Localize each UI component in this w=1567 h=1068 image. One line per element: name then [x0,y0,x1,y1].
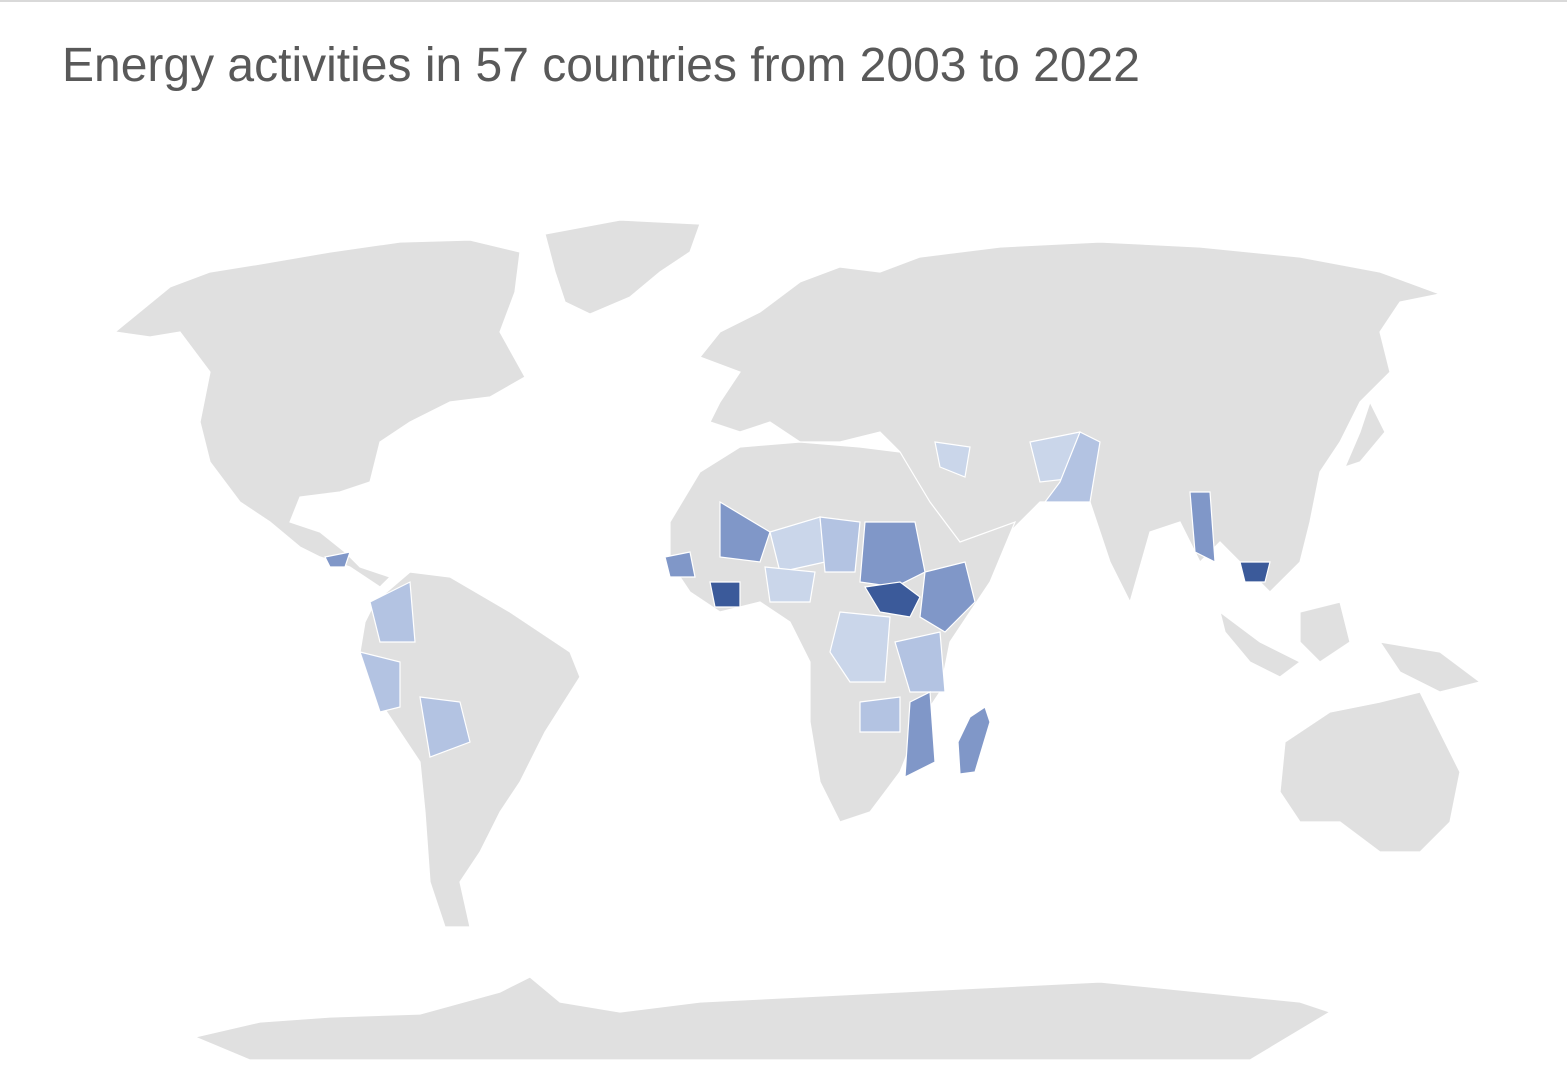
region [904,691,936,779]
map-title: Energy activities in 57 countries from 2… [62,39,1140,92]
region [859,696,901,733]
region [1189,491,1216,564]
landmass [544,219,701,315]
region [359,651,401,713]
region [369,581,416,643]
region [919,561,976,633]
region [764,566,816,603]
region [864,581,921,618]
landmass [113,239,526,588]
landmass [193,976,1332,1061]
landmass [1299,601,1351,663]
landmass [1279,691,1461,853]
landmass [1343,400,1386,468]
region [664,551,696,578]
region [324,551,351,568]
region [829,611,891,683]
landmass [359,571,581,928]
region [709,581,741,608]
region [1043,431,1101,503]
region [934,441,971,478]
region [1239,561,1271,583]
region [419,696,471,758]
region [819,516,861,573]
landmass [1378,641,1482,693]
region [894,631,946,693]
region [859,521,926,588]
region [957,706,991,775]
landmass [1219,610,1302,678]
region [719,500,771,563]
